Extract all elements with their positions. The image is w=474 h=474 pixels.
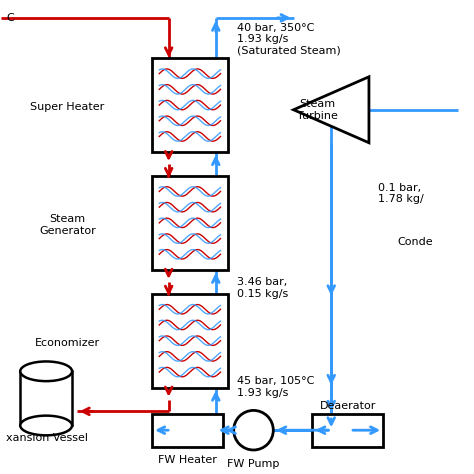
Text: FW Heater: FW Heater — [158, 455, 217, 465]
Text: 40 bar, 350°C
1.93 kg/s
(Saturated Steam): 40 bar, 350°C 1.93 kg/s (Saturated Steam… — [237, 23, 341, 56]
Bar — [152, 414, 223, 447]
Ellipse shape — [20, 362, 72, 381]
Bar — [312, 414, 383, 447]
Text: Conde: Conde — [397, 237, 433, 246]
Bar — [152, 293, 228, 388]
Text: xansion Vessel: xansion Vessel — [6, 433, 88, 443]
Text: Economizer: Economizer — [35, 338, 100, 348]
Text: 45 bar, 105°C
1.93 kg/s: 45 bar, 105°C 1.93 kg/s — [237, 376, 314, 398]
Text: Steam
Turbine: Steam Turbine — [297, 99, 337, 120]
Bar — [20, 371, 72, 426]
Text: Super Heater: Super Heater — [30, 102, 104, 112]
Polygon shape — [293, 77, 369, 143]
Text: Deaerator: Deaerator — [319, 401, 376, 411]
Bar — [152, 176, 228, 270]
Text: 0.1 bar,
1.78 kg/: 0.1 bar, 1.78 kg/ — [378, 183, 424, 204]
Text: Steam
Generator: Steam Generator — [39, 214, 96, 236]
Circle shape — [234, 410, 273, 450]
Text: FW Pump: FW Pump — [228, 459, 280, 469]
Text: C: C — [6, 13, 14, 23]
Ellipse shape — [20, 416, 72, 435]
Text: 3.46 bar,
0.15 kg/s: 3.46 bar, 0.15 kg/s — [237, 277, 288, 299]
Bar — [152, 58, 228, 152]
